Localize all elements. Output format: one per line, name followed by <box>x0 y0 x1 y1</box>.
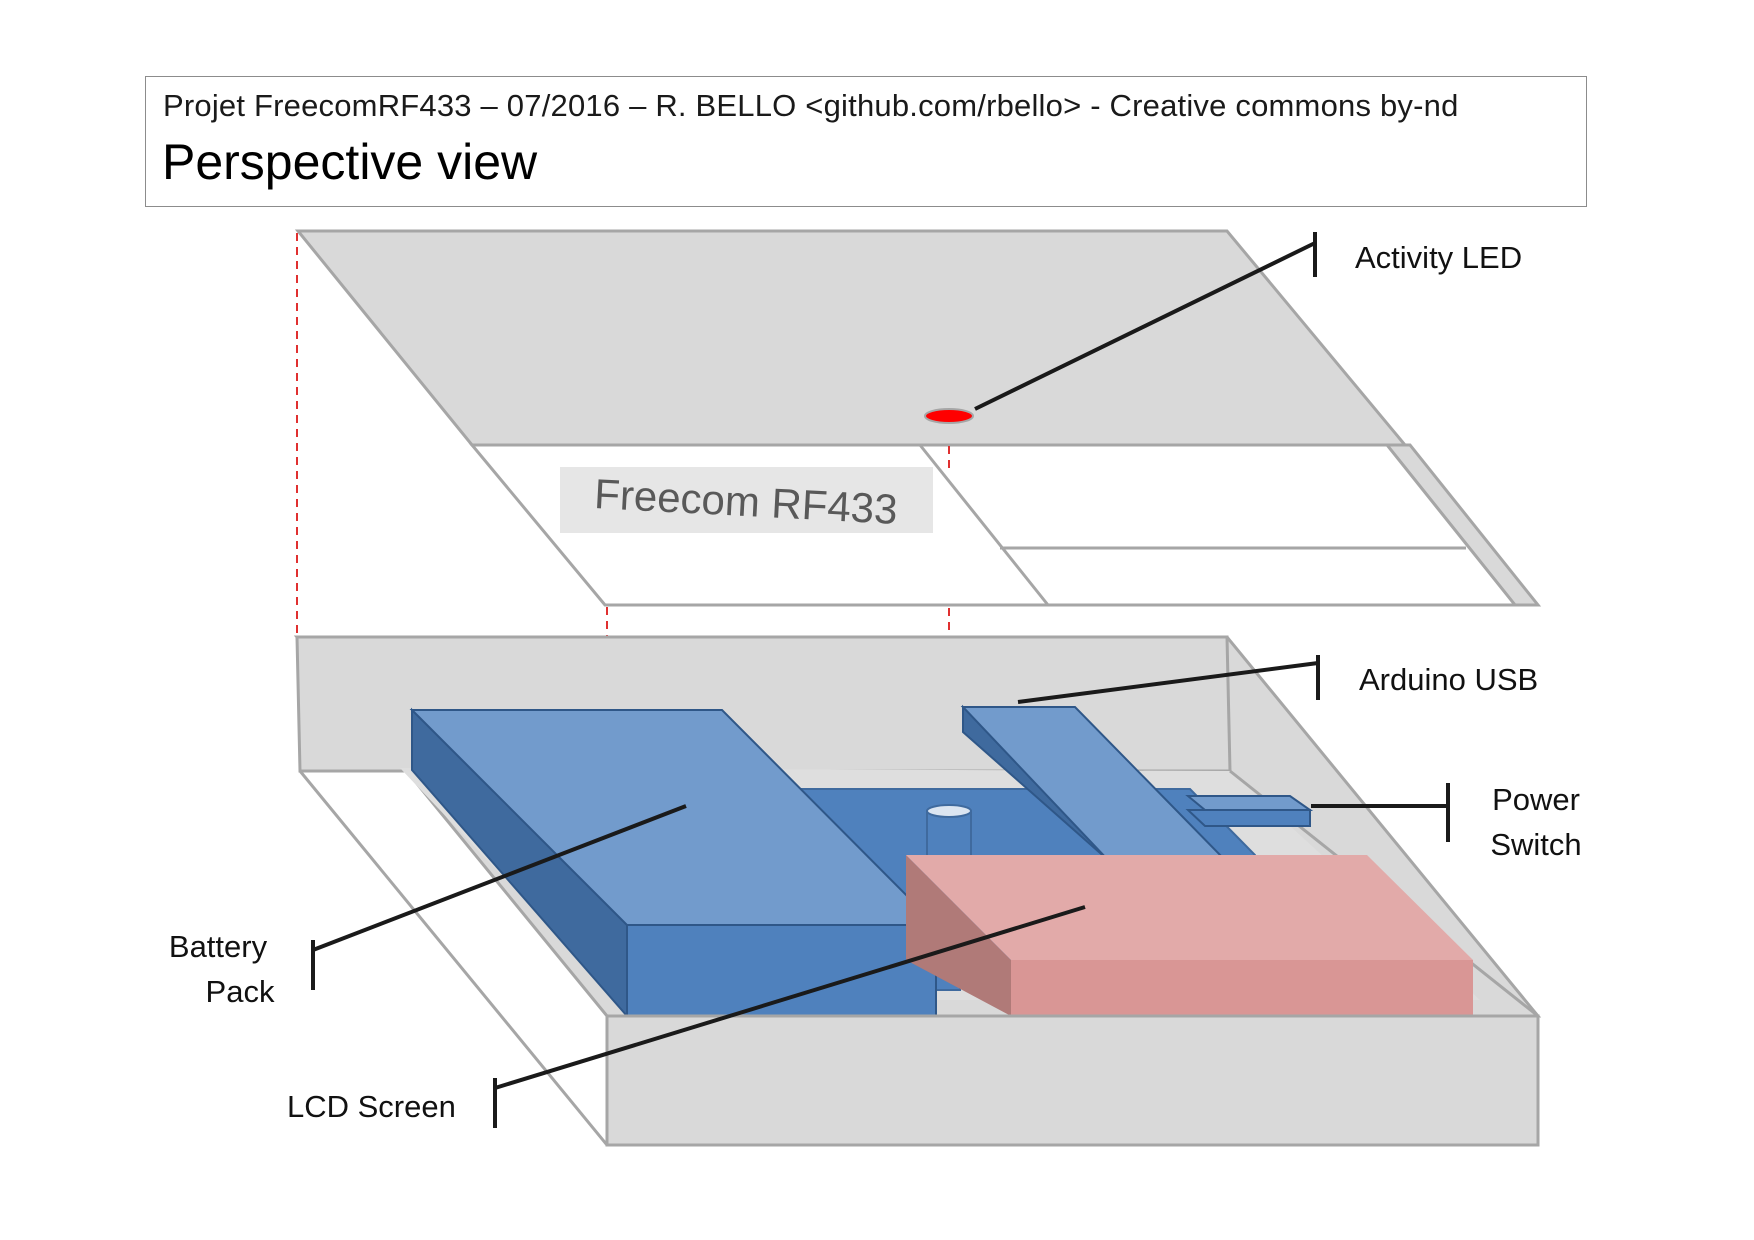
lcd-front <box>1011 960 1473 1016</box>
lid-top-surface <box>294 229 1409 447</box>
callout-leaders <box>311 232 1450 1128</box>
power-switch-front <box>1185 809 1311 827</box>
label-power-switch-line2: Switch <box>1490 827 1581 862</box>
lcd-screen <box>906 855 1473 1016</box>
lcd-top <box>906 855 1473 960</box>
lid: Freecom RF433 <box>294 229 1542 607</box>
case-front-wall-group <box>605 1014 1540 1147</box>
leader-arduino-usb <box>1017 661 1319 704</box>
lcd-side <box>906 855 1011 1016</box>
title-box: Projet FreecomRF433 – 07/2016 – R. BELLO… <box>145 76 1587 207</box>
power-switch-top <box>1185 795 1314 811</box>
battery-pack <box>409 707 939 1019</box>
power-switch <box>1185 795 1314 827</box>
page-title: Perspective view <box>162 134 538 190</box>
activity-led <box>924 408 974 424</box>
header-subtitle: Projet FreecomRF433 – 07/2016 – R. BELLO… <box>163 88 1459 123</box>
led-pillar-top <box>926 804 972 818</box>
leader-lcd-screen <box>494 905 1086 1090</box>
label-power-switch-line1: Power <box>1492 782 1580 817</box>
label-battery-pack-line2: Pack <box>206 974 275 1009</box>
lid-label-plate <box>560 467 933 533</box>
battery-front <box>626 924 937 1017</box>
case-front-wall <box>605 1014 1540 1147</box>
label-arduino-usb: Arduino USB <box>1359 662 1538 697</box>
lid-divider-diagonal <box>918 444 1050 606</box>
label-lcd-screen: LCD Screen <box>287 1089 456 1124</box>
leader-activity-led <box>974 241 1316 411</box>
callout-labels: Activity LED Arduino USB Power Switch Ba… <box>169 240 1582 1124</box>
case-left-edge <box>298 770 609 1146</box>
label-battery-pack-line1: Battery <box>169 929 268 964</box>
leader-battery-pack <box>312 804 687 952</box>
label-activity-led: Activity LED <box>1355 240 1522 275</box>
